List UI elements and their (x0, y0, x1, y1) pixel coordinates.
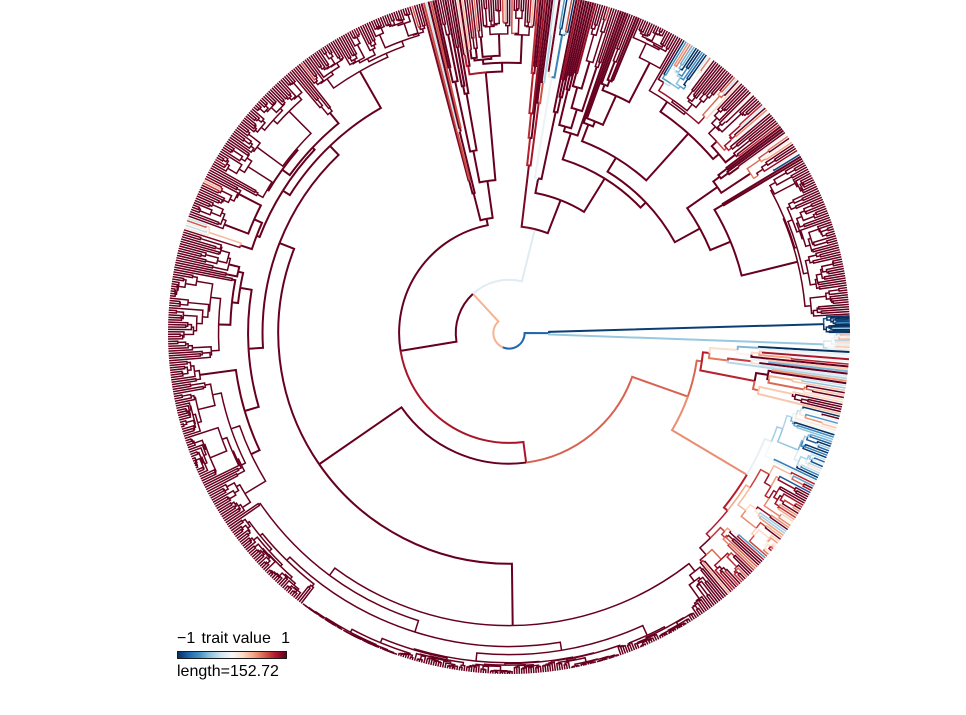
trait-scale-labels: −1 trait value 1 (177, 629, 290, 648)
tree-length-label: length=152.72 (177, 663, 279, 680)
trait-color-gradient-bar (177, 651, 287, 659)
trait-scale-title: trait value (201, 630, 271, 647)
trait-legend: −1 trait value 1 length=152.72 (177, 629, 290, 681)
trait-max-label: 1 (281, 630, 290, 647)
trait-min-label: −1 (177, 630, 196, 647)
